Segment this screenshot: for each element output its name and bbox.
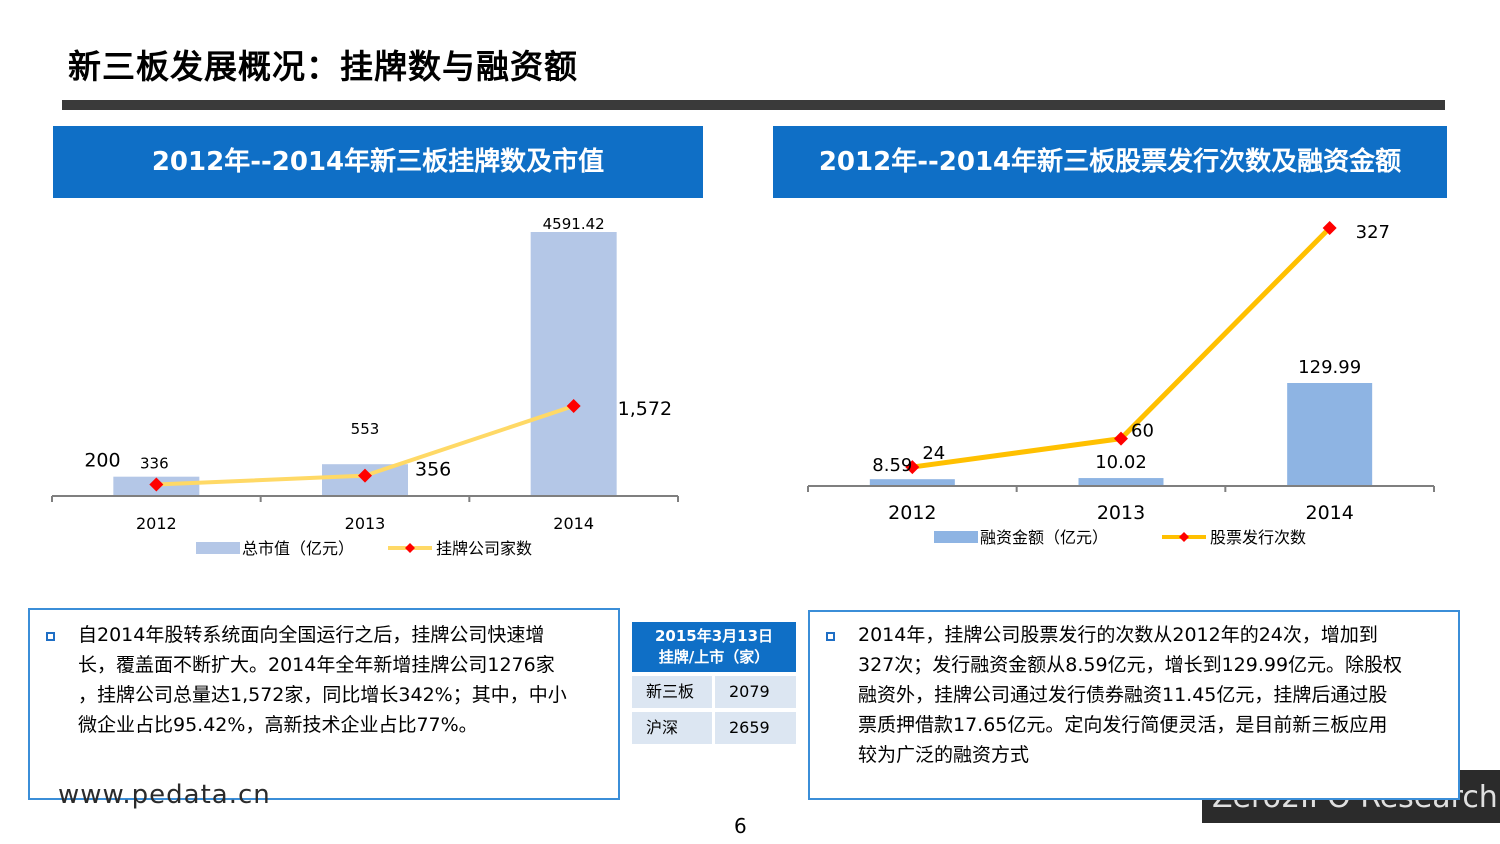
legend-label: 融资金额（亿元）	[980, 528, 1108, 547]
listing-table-date: 2015年3月13日	[654, 627, 774, 645]
line-marker	[149, 477, 164, 492]
title-divider	[62, 100, 1445, 110]
bar-data-label: 336	[140, 455, 169, 473]
bar	[1078, 478, 1164, 486]
summary-line: 票质押借款17.65亿元。定向发行简便灵活，是目前新三板应用	[858, 714, 1388, 736]
x-tick-label: 2013	[1097, 502, 1145, 524]
summary-line: 较为广泛的融资方式	[858, 744, 1030, 766]
line-data-label: 327	[1356, 222, 1390, 243]
right-summary-box: 2014年，挂牌公司股票发行的次数从2012年的24次，增加到 327次；发行融…	[808, 610, 1460, 800]
bar	[530, 232, 617, 496]
row-name: 沪深	[632, 712, 712, 744]
right-chart: 2012 2013 2014 8.59 10.02 129.99 24 60 327 融资金额（亿…	[807, 221, 1435, 547]
bullet-square-icon	[46, 632, 55, 641]
line-marker	[1114, 431, 1128, 446]
left-chart-header: 2012年--2014年新三板挂牌数及市值	[53, 126, 703, 198]
legend-label: 挂牌公司家数	[436, 539, 532, 558]
legend-marker	[1179, 532, 1189, 542]
line-data-label: 24	[922, 443, 945, 464]
line-marker	[358, 468, 372, 483]
bullet-square-icon	[826, 632, 835, 641]
page-title: 新三板发展概况：挂牌数与融资额	[68, 47, 578, 86]
bar-data-label: 10.02	[1095, 452, 1147, 473]
page-number: 6	[734, 814, 747, 838]
legend-label: 总市值（亿元）	[242, 539, 354, 558]
bar-data-label: 4591.42	[543, 215, 605, 233]
x-tick-label: 2014	[1305, 502, 1353, 524]
summary-line: 327次；发行融资金额从8.59亿元，增长到129.99亿元。除股权	[858, 654, 1403, 676]
line-data-label: 356	[415, 459, 451, 481]
footer-website: www.pedata.cn	[58, 780, 271, 810]
line-marker	[1322, 221, 1337, 235]
line-data-label: 200	[84, 450, 120, 472]
bar-data-label: 553	[351, 420, 380, 438]
x-tick-label: 2012	[888, 502, 936, 524]
x-tick-label: 2012	[136, 514, 177, 533]
summary-line: 融资外，挂牌公司通过发行债券融资11.45亿元，挂牌后通过股	[858, 684, 1388, 706]
bar-data-label: 129.99	[1298, 357, 1361, 378]
bar-data-label: 8.59	[872, 455, 912, 476]
line-marker	[905, 460, 920, 475]
listing-table-caption: 挂牌/上市（家）	[658, 648, 770, 666]
left-summary-box: 自2014年股转系统面向全国运行之后，挂牌公司快速增 长，覆盖面不断扩大。201…	[28, 608, 620, 800]
table-row: 沪深 2659	[632, 712, 796, 744]
legend-marker	[405, 543, 415, 553]
line-marker	[566, 399, 581, 413]
summary-line: 长，覆盖面不断扩大。2014年全年新增挂牌公司1276家	[78, 654, 555, 676]
summary-line: 自2014年股转系统面向全国运行之后，挂牌公司快速增	[78, 624, 545, 646]
table-row: 新三板 2079	[632, 676, 796, 708]
listing-table-header: 2015年3月13日 挂牌/上市（家）	[632, 622, 796, 672]
row-value: 2659	[715, 712, 796, 744]
line-data-label: 60	[1131, 421, 1154, 442]
legend-swatch-bar	[934, 531, 978, 543]
row-value: 2079	[715, 676, 796, 708]
summary-line: 微企业占比95.42%，高新技术企业占比77%。	[78, 714, 478, 736]
row-name: 新三板	[632, 676, 712, 708]
left-chart: 2012 2013 2014 336 553 4591.42 200 356 1,572 总市值（…	[51, 215, 679, 558]
legend-label: 股票发行次数	[1210, 528, 1306, 547]
bar	[869, 479, 955, 486]
listing-count-table: 2015年3月13日 挂牌/上市（家） 新三板 2079 沪深 2659	[632, 622, 796, 744]
bar	[1287, 383, 1373, 486]
summary-line: ，挂牌公司总量达1,572家，同比增长342%；其中，中小	[78, 684, 567, 706]
x-tick-label: 2013	[345, 514, 386, 533]
summary-line: 2014年，挂牌公司股票发行的次数从2012年的24次，增加到	[858, 624, 1378, 646]
legend-swatch-bar	[196, 542, 240, 554]
line-data-label: 1,572	[618, 398, 672, 420]
right-chart-header: 2012年--2014年新三板股票发行次数及融资金额	[773, 126, 1447, 198]
series-line	[911, 226, 1332, 470]
x-tick-label: 2014	[553, 514, 594, 533]
